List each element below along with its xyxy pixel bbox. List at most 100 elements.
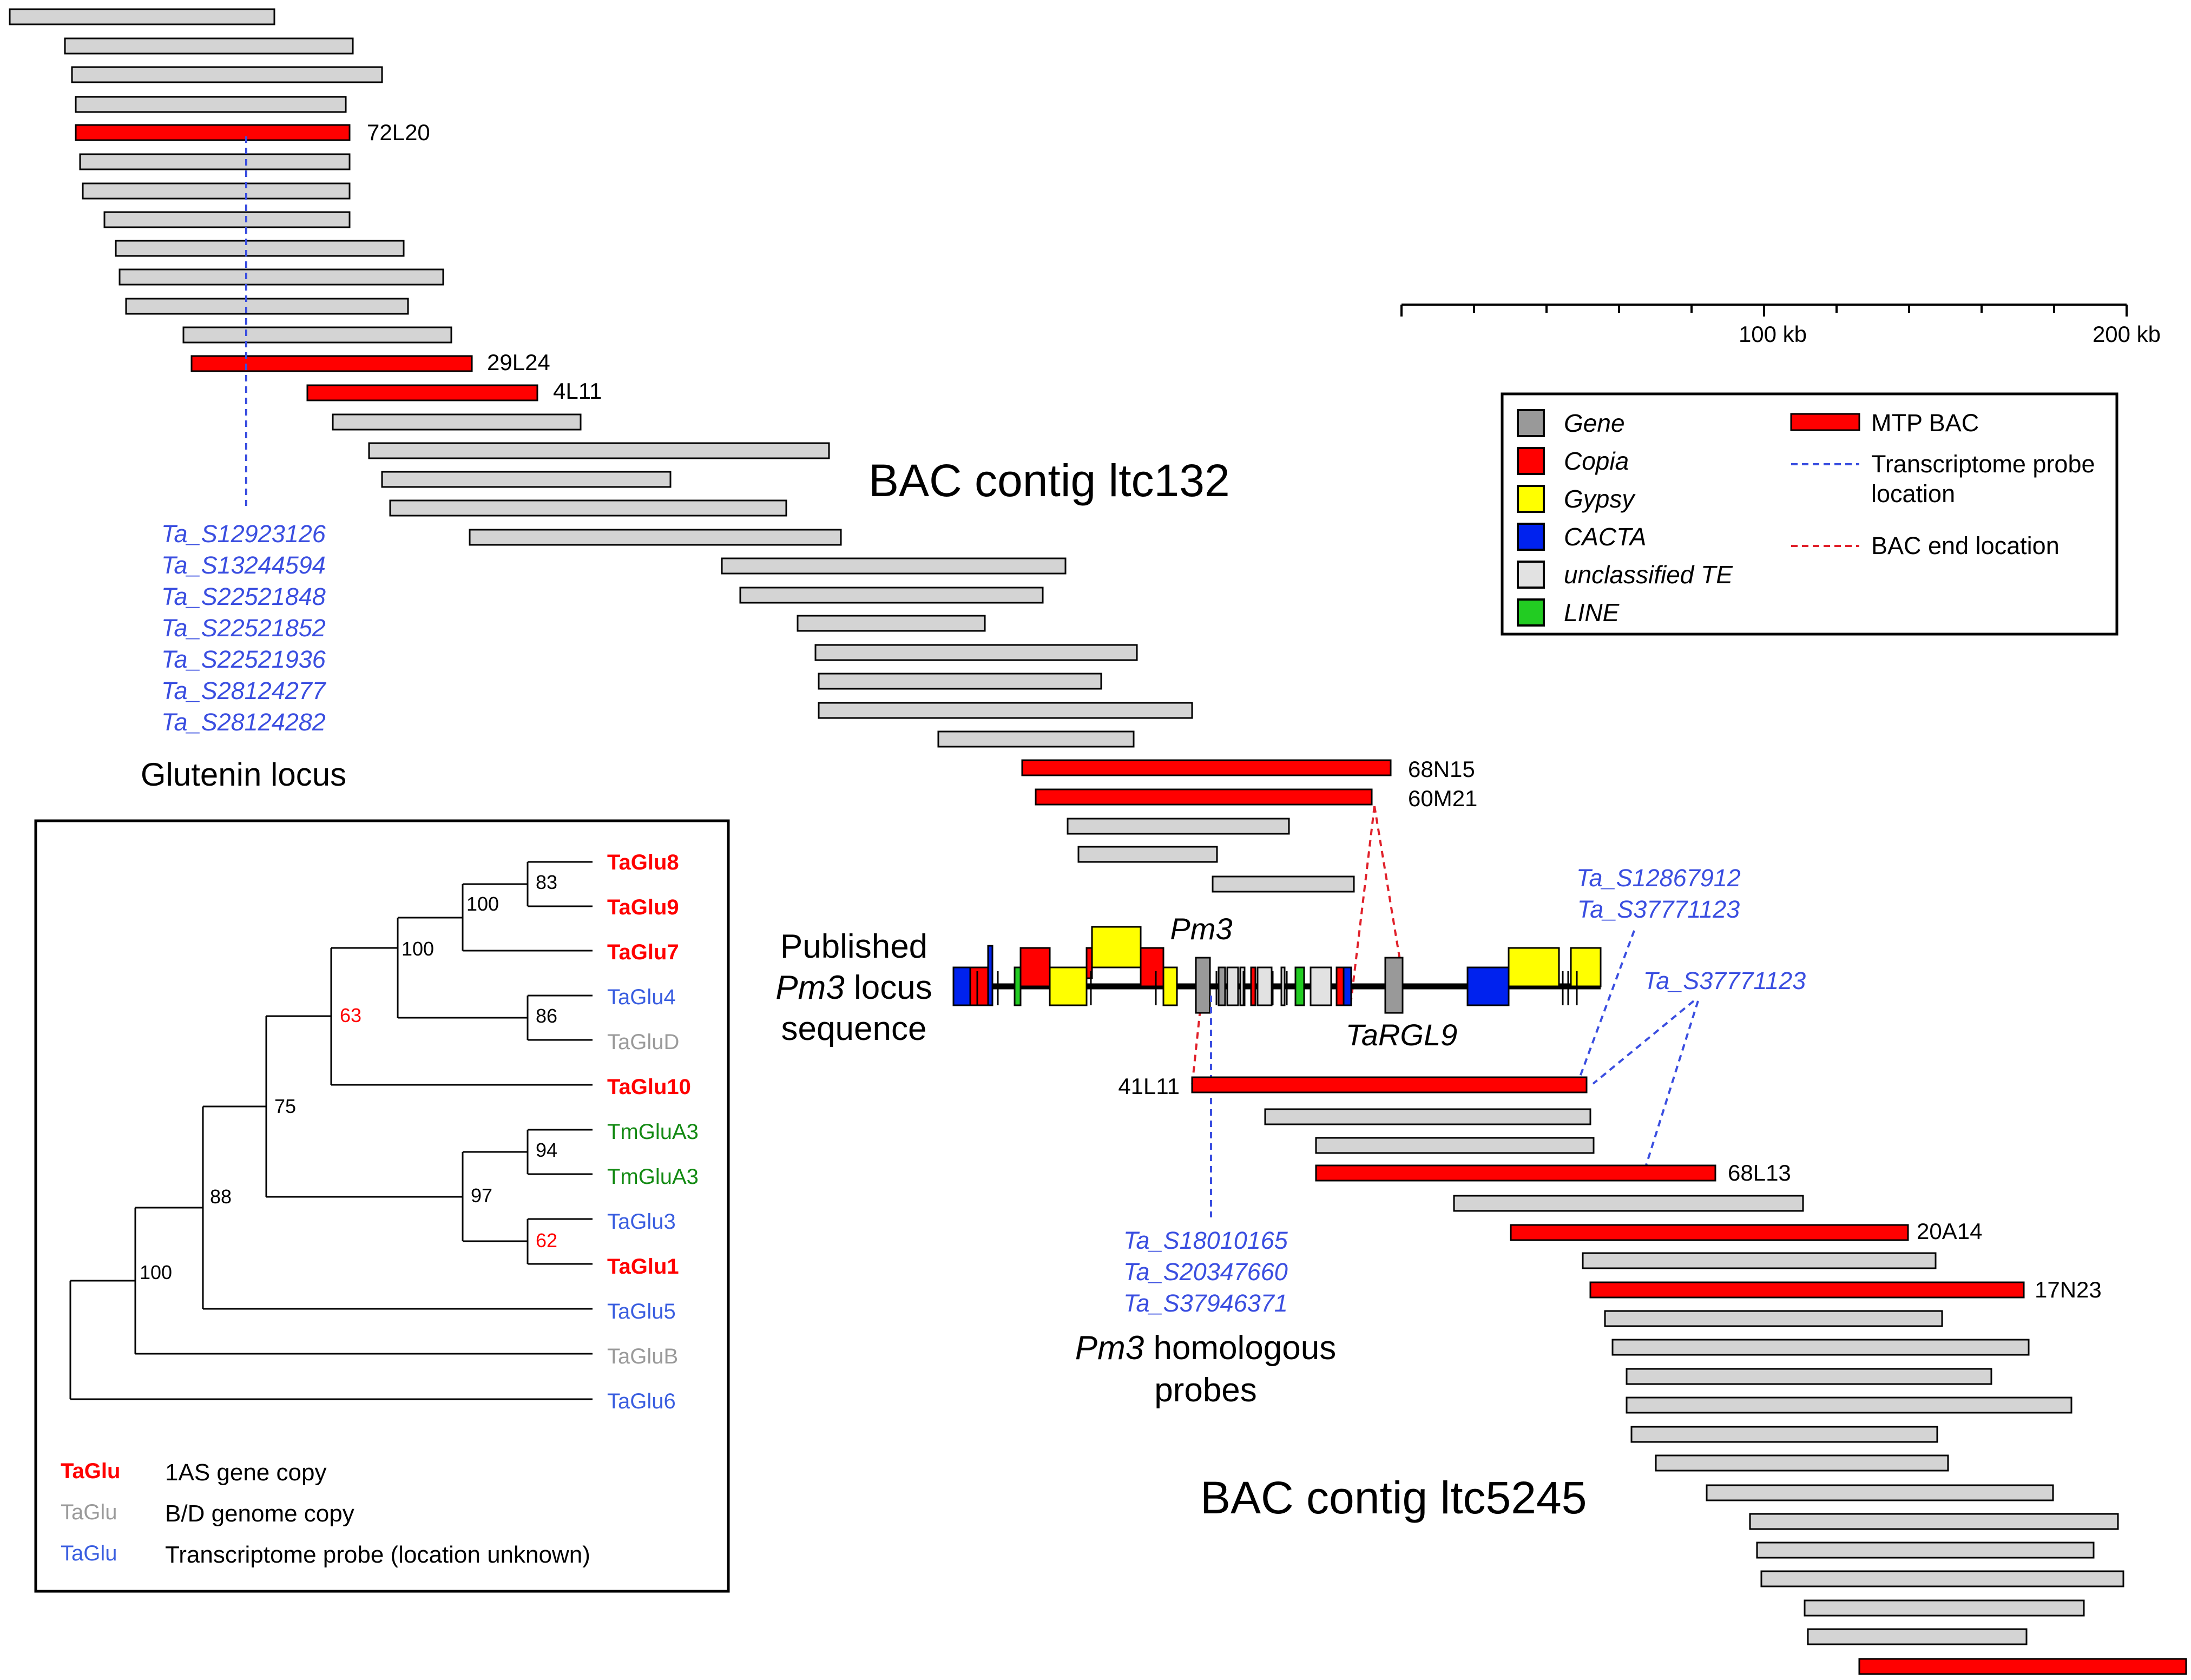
locus-element-unc <box>1239 966 1246 1006</box>
scale-label-200kb: 200 kb <box>2093 321 2161 347</box>
bac-clone-bar <box>818 673 1102 690</box>
contig-ltc132-title: BAC contig ltc132 <box>868 455 1230 506</box>
bac-label-41L11: 41L11 <box>1118 1073 1180 1099</box>
bac-clone-bar <box>937 730 1135 748</box>
probe-label: Ta_S20347660 <box>1123 1258 1288 1286</box>
mtp-bac-bar <box>190 355 473 372</box>
bootstrap-value: 75 <box>274 1095 296 1117</box>
bac-clone-bar <box>1582 1252 1937 1269</box>
bac-clone-bar <box>1626 1368 1992 1385</box>
bac-clone-bar <box>75 96 347 113</box>
pm3-probe-list: Ta_S18010165 Ta_S20347660 Ta_S37946371 <box>1123 1227 1288 1317</box>
bac-clone-bar <box>1807 1628 2028 1645</box>
bac-clone-bar <box>1264 1108 1591 1125</box>
locus-element-gene <box>1384 957 1404 1014</box>
tree-leaf-label: TaGlu10 <box>607 1075 691 1099</box>
legend-swatch <box>1517 447 1545 475</box>
svg-text:Pm3 locus: Pm3 locus <box>775 969 932 1006</box>
tree-bootstraps: 83 100 100 86 63 75 94 62 97 88 100 <box>140 871 557 1283</box>
bac-clone-bar <box>1749 1513 2119 1530</box>
locus-element-copia <box>1250 966 1256 1006</box>
locus-element-cacta <box>1343 966 1352 1006</box>
mtp-bac-bar <box>1191 1076 1588 1093</box>
svg-text:Pm3 homologous: Pm3 homologous <box>1075 1329 1337 1367</box>
bac-clone-bar <box>119 268 444 286</box>
bac-clone-bar <box>115 240 405 257</box>
locus-element-gypsy <box>1570 947 1602 987</box>
bac-clone-bar <box>71 66 383 83</box>
tree-leaf-label: TaGlu4 <box>607 985 676 1009</box>
tree-leaf-label: TaGlu5 <box>607 1300 676 1323</box>
bac-label-4L11: 4L11 <box>553 378 602 404</box>
legend-label: LINE <box>1564 598 1620 627</box>
scale-bar <box>1400 304 2128 317</box>
probe-label: Ta_S37946371 <box>1123 1289 1288 1317</box>
probe-label: Ta_S22521936 <box>161 645 326 673</box>
tree-leaf-label: TaGlu8 <box>607 851 679 874</box>
tree-leaf-label: TaGlu3 <box>607 1210 676 1234</box>
bac-clone-bar <box>1212 875 1355 893</box>
pm3-homologous-label: Pm3 homologous probes <box>1075 1329 1337 1409</box>
legend-transcriptome-label-2: location <box>1871 480 1955 508</box>
bac-clone-bar <box>1453 1195 1804 1212</box>
bac-clone-bar <box>1760 1570 2124 1587</box>
locus-element-unc <box>1280 966 1286 1006</box>
bac-clone-bar <box>721 557 1067 575</box>
bootstrap-value: 97 <box>471 1184 492 1207</box>
bootstrap-value: 86 <box>536 1005 557 1027</box>
locus-element-unc <box>1310 966 1332 1006</box>
mtp-bac-bar <box>1858 1658 2187 1675</box>
probe-label: Ta_S22521848 <box>161 583 326 610</box>
locus-element-gene <box>1195 957 1211 1014</box>
legend-mtp-label: MTP BAC <box>1871 409 1979 437</box>
locus-element-gypsy <box>1508 947 1560 987</box>
locus-element-cacta <box>987 945 993 1006</box>
locus-element-gypsy <box>1049 966 1088 1006</box>
bac-clone-bar <box>182 326 452 344</box>
bac-clone-bar <box>1611 1339 2030 1356</box>
tree-branches <box>69 861 593 1400</box>
bootstrap-value: 63 <box>340 1004 361 1026</box>
locus-element-unc <box>1256 966 1273 1006</box>
locus-element-gypsy <box>1162 966 1178 1006</box>
legend-swatch <box>1517 598 1545 627</box>
bootstrap-value: 100 <box>402 938 434 960</box>
bac-clone-bar <box>103 211 351 228</box>
published-pm3-label: Published Pm3 locus sequence <box>775 928 932 1047</box>
bac-clone-bar <box>814 644 1138 661</box>
tree-key-swatch: TaGlu <box>61 1541 117 1565</box>
bootstrap-value: 83 <box>536 871 557 893</box>
contig-ltc5245-bars <box>1191 1076 2187 1675</box>
mtp-bac-bar <box>306 384 538 401</box>
mtp-bac-bar <box>1035 788 1373 806</box>
locus-element-gypsy <box>1091 926 1142 969</box>
contig-ltc5245-title: BAC contig ltc5245 <box>1200 1472 1587 1523</box>
legend-swatch <box>1517 409 1545 437</box>
legend-swatch <box>1517 485 1545 513</box>
contig-ltc132-bars <box>9 8 1392 893</box>
bac-clone-bar <box>1630 1426 1938 1443</box>
mtp-bac-bar <box>1589 1281 2025 1299</box>
bac-clone-bar <box>79 153 351 170</box>
published-pm3-italic: Pm3 <box>775 969 844 1006</box>
bac-clone-bar <box>368 442 830 459</box>
legend-swatch <box>1517 561 1545 589</box>
bac-clone-bar <box>1067 818 1290 835</box>
mtp-bac-bar <box>1021 759 1392 776</box>
bac-clone-bar <box>1756 1541 2095 1559</box>
bac-label-68N15: 68N15 <box>1408 756 1475 782</box>
bac-clone-bar <box>381 471 672 488</box>
bac-end-lines <box>1191 806 1402 1086</box>
bac-label-29L24: 29L24 <box>487 350 550 375</box>
tree-leaf-label: TaGluD <box>607 1030 679 1054</box>
locus-element-copia <box>1335 966 1345 1006</box>
bootstrap-value: 88 <box>210 1185 232 1208</box>
legend-mtp-swatch <box>1790 413 1860 431</box>
tree-leaf-label: TaGlu6 <box>607 1389 676 1413</box>
legend-label: Copia <box>1564 447 1629 475</box>
bac-clone-bar <box>1804 1599 2085 1617</box>
bac-clone-bar <box>1626 1396 2072 1414</box>
tree-leaf-label: TaGlu1 <box>607 1255 679 1279</box>
bac-clone-bar <box>125 298 409 315</box>
bootstrap-value: 62 <box>536 1229 557 1251</box>
